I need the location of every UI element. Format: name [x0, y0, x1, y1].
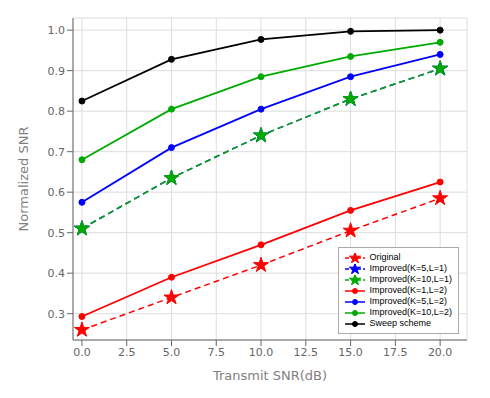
svg-text:0.6: 0.6	[48, 186, 66, 199]
svg-text:0.7: 0.7	[48, 146, 66, 159]
svg-text:0.0: 0.0	[73, 346, 91, 359]
svg-text:1.0: 1.0	[48, 24, 66, 37]
svg-text:15.0: 15.0	[338, 346, 363, 359]
svg-text:20.0: 20.0	[428, 346, 453, 359]
svg-text:2.5: 2.5	[118, 346, 136, 359]
html-text:Improved(K=5,L=1): Improved(K=5,L=1)	[369, 263, 447, 273]
svg-text:7.5: 7.5	[208, 346, 226, 359]
html-text:Improved(K=1,L=2): Improved(K=1,L=2)	[369, 285, 447, 295]
html-text:Improved(K=10,L=2): Improved(K=10,L=2)	[369, 307, 452, 317]
html-text:Improved(K=10,L=1): Improved(K=10,L=1)	[369, 274, 452, 284]
svg-text:0.3: 0.3	[48, 308, 66, 321]
svg-text:17.5: 17.5	[383, 346, 408, 359]
svg-text:Transmit SNR(dB): Transmit SNR(dB)	[212, 368, 327, 383]
html-text:Original: Original	[369, 252, 401, 262]
html-text:Sweep scheme: Sweep scheme	[369, 318, 431, 328]
html-text:Improved(K=5,L=2): Improved(K=5,L=2)	[369, 296, 447, 306]
svg-text:12.5: 12.5	[294, 346, 319, 359]
svg-text:0.8: 0.8	[48, 105, 66, 118]
svg-text:5.0: 5.0	[163, 346, 181, 359]
svg-text:0.4: 0.4	[48, 267, 66, 280]
svg-text:0.5: 0.5	[48, 227, 66, 240]
svg-text:10.0: 10.0	[249, 346, 274, 359]
svg-text:Normalized SNR: Normalized SNR	[16, 127, 31, 232]
svg-text:0.9: 0.9	[48, 65, 66, 78]
